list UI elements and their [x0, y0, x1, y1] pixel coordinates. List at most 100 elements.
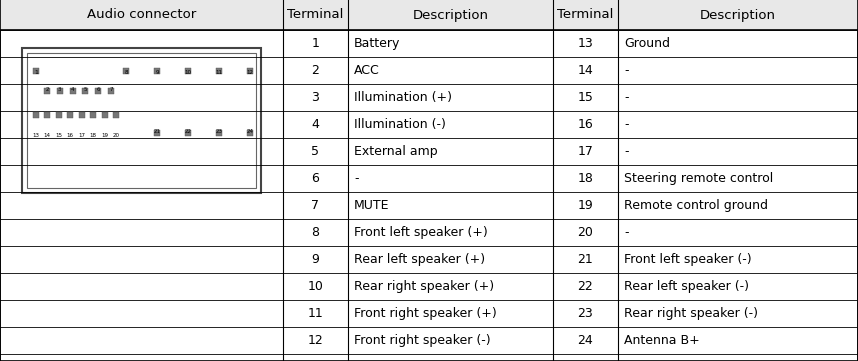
- Bar: [95, 88, 101, 94]
- Text: 5: 5: [83, 87, 88, 92]
- Text: 16: 16: [577, 118, 594, 131]
- Text: 11: 11: [308, 307, 323, 320]
- Text: Battery: Battery: [354, 37, 401, 50]
- Text: 22: 22: [184, 129, 191, 134]
- Text: 19: 19: [577, 199, 594, 212]
- Text: 4: 4: [71, 87, 75, 92]
- Text: 19: 19: [101, 133, 108, 138]
- Text: Front left speaker (-): Front left speaker (-): [624, 253, 752, 266]
- Text: -: -: [354, 172, 359, 185]
- Bar: [154, 68, 160, 74]
- Text: 12: 12: [308, 334, 323, 347]
- Text: 20: 20: [112, 133, 119, 138]
- Text: 2: 2: [45, 87, 49, 92]
- Text: 2: 2: [311, 64, 319, 77]
- Text: 4: 4: [311, 118, 319, 131]
- Text: 12: 12: [246, 70, 253, 75]
- Text: 10: 10: [307, 280, 323, 293]
- Text: 17: 17: [577, 145, 594, 158]
- Text: 18: 18: [89, 133, 96, 138]
- Bar: [44, 112, 50, 118]
- Text: Antenna B+: Antenna B+: [624, 334, 700, 347]
- Bar: [82, 88, 88, 94]
- Bar: [123, 68, 129, 74]
- Bar: [101, 112, 107, 118]
- Bar: [247, 68, 253, 74]
- Bar: [56, 112, 62, 118]
- Bar: [69, 88, 76, 94]
- Text: 15: 15: [577, 91, 594, 104]
- Bar: [216, 130, 222, 136]
- Text: 17: 17: [78, 133, 85, 138]
- Text: 24: 24: [246, 129, 253, 134]
- Text: Rear left speaker (+): Rear left speaker (+): [354, 253, 485, 266]
- Bar: [90, 112, 96, 118]
- Text: 3: 3: [311, 91, 319, 104]
- Text: Rear left speaker (-): Rear left speaker (-): [624, 280, 749, 293]
- Text: 1: 1: [34, 70, 38, 75]
- Bar: [67, 112, 73, 118]
- Text: Illumination (-): Illumination (-): [354, 118, 446, 131]
- Text: 16: 16: [67, 133, 74, 138]
- Text: Description: Description: [700, 9, 776, 22]
- Bar: [27, 53, 256, 188]
- Bar: [0, 0, 858, 30]
- Text: 23: 23: [577, 307, 594, 320]
- Text: Front right speaker (+): Front right speaker (+): [354, 307, 497, 320]
- Text: 21: 21: [577, 253, 594, 266]
- Text: -: -: [624, 91, 629, 104]
- Text: Illumination (+): Illumination (+): [354, 91, 452, 104]
- Text: 15: 15: [55, 133, 62, 138]
- Text: Rear right speaker (+): Rear right speaker (+): [354, 280, 494, 293]
- Text: 9: 9: [155, 70, 159, 75]
- Text: 21: 21: [154, 129, 160, 134]
- Bar: [22, 48, 261, 193]
- Text: 13: 13: [577, 37, 594, 50]
- Text: Ground: Ground: [624, 37, 670, 50]
- Text: -: -: [624, 226, 629, 239]
- Text: 8: 8: [311, 226, 319, 239]
- Bar: [113, 112, 119, 118]
- Bar: [108, 88, 114, 94]
- Text: -: -: [624, 64, 629, 77]
- Text: External amp: External amp: [354, 145, 438, 158]
- Text: 3: 3: [58, 87, 62, 92]
- Text: 13: 13: [33, 133, 39, 138]
- Text: 22: 22: [577, 280, 594, 293]
- Text: Description: Description: [413, 9, 488, 22]
- Text: 6: 6: [96, 87, 100, 92]
- Text: Terminal: Terminal: [558, 9, 613, 22]
- Text: 11: 11: [215, 70, 222, 75]
- Text: 6: 6: [311, 172, 319, 185]
- Text: 8: 8: [124, 70, 128, 75]
- Bar: [44, 88, 50, 94]
- Bar: [185, 68, 191, 74]
- Text: 7: 7: [311, 199, 319, 212]
- Text: 14: 14: [577, 64, 594, 77]
- Text: Terminal: Terminal: [287, 9, 344, 22]
- Text: -: -: [624, 145, 629, 158]
- Text: 14: 14: [44, 133, 51, 138]
- Text: Front right speaker (-): Front right speaker (-): [354, 334, 491, 347]
- Bar: [57, 88, 63, 94]
- Text: Remote control ground: Remote control ground: [624, 199, 768, 212]
- Text: Front left speaker (+): Front left speaker (+): [354, 226, 487, 239]
- Bar: [216, 68, 222, 74]
- Text: 5: 5: [311, 145, 319, 158]
- Text: Rear right speaker (-): Rear right speaker (-): [624, 307, 758, 320]
- Bar: [33, 112, 39, 118]
- Bar: [78, 112, 84, 118]
- Text: 18: 18: [577, 172, 594, 185]
- Text: Steering remote control: Steering remote control: [624, 172, 773, 185]
- Text: 7: 7: [109, 87, 112, 92]
- Text: 1: 1: [311, 37, 319, 50]
- Text: 20: 20: [577, 226, 594, 239]
- Text: 10: 10: [184, 70, 191, 75]
- Text: MUTE: MUTE: [354, 199, 390, 212]
- Text: -: -: [624, 118, 629, 131]
- Bar: [185, 130, 191, 136]
- Text: Audio connector: Audio connector: [87, 9, 196, 22]
- Text: 24: 24: [577, 334, 594, 347]
- Text: 9: 9: [311, 253, 319, 266]
- Bar: [154, 130, 160, 136]
